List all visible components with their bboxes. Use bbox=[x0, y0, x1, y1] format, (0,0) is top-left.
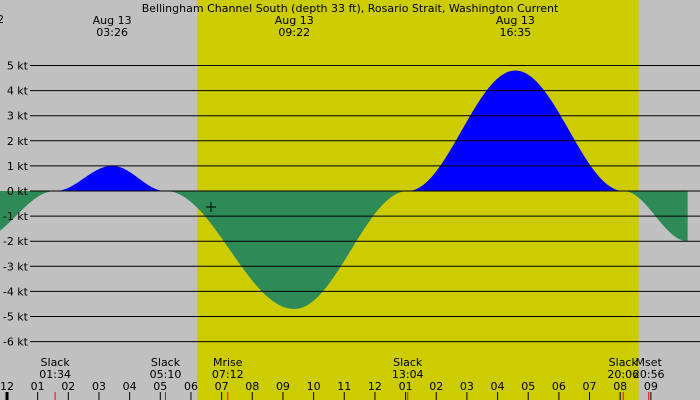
x-tick-label: 10 bbox=[307, 380, 321, 393]
x-tick-label: 08 bbox=[245, 380, 259, 393]
x-tick-label: 12 bbox=[368, 380, 382, 393]
event-name-label: Mset bbox=[636, 356, 663, 369]
peak-date-label: Aug 13 bbox=[496, 14, 535, 27]
x-tick-label: 08 bbox=[613, 380, 627, 393]
x-tick-label: 05 bbox=[153, 380, 167, 393]
y-tick-label: -2 kt bbox=[3, 235, 29, 248]
event-name-label: Slack bbox=[609, 356, 639, 369]
y-tick-label: -4 kt bbox=[3, 285, 29, 298]
y-tick-label: 3 kt bbox=[7, 110, 29, 123]
event-name-label: Mrise bbox=[213, 356, 243, 369]
event-name-label: Slack bbox=[41, 356, 71, 369]
chart-title: Bellingham Channel South (depth 33 ft), … bbox=[142, 2, 559, 15]
flood-area-3 bbox=[407, 70, 624, 191]
y-tick-labels: 5 kt 4 kt 3 kt 2 kt 1 kt 0 kt -1 kt -2 kt -3 kt -… bbox=[3, 60, 29, 349]
y-tick-label: -1 kt bbox=[3, 210, 29, 223]
event-time-label: 07:12 bbox=[212, 368, 244, 381]
ebb-area-0 bbox=[0, 191, 56, 231]
current-area-layer bbox=[0, 70, 688, 309]
y-tick-label: 2 kt bbox=[7, 135, 29, 148]
y-tick-label: -6 kt bbox=[3, 336, 29, 349]
event-time-label: 20:56 bbox=[633, 368, 665, 381]
y-tick-label: -3 kt bbox=[3, 260, 29, 273]
event-time-label: 13:04 bbox=[392, 368, 424, 381]
x-tick-label: 03 bbox=[460, 380, 474, 393]
x-tick-label: 02 bbox=[429, 380, 443, 393]
x-tick-label: 09 bbox=[644, 380, 658, 393]
x-tick-label: 04 bbox=[491, 380, 505, 393]
y-tick-label: 1 kt bbox=[7, 160, 29, 173]
crosshair-cursor bbox=[206, 202, 216, 212]
peak-date-label: Aug 13 bbox=[275, 14, 314, 27]
x-tick-label: 07 bbox=[583, 380, 597, 393]
x-tick-label: 01 bbox=[31, 380, 45, 393]
y-tick-label: 4 kt bbox=[7, 85, 29, 98]
x-tick-label: 02 bbox=[61, 380, 75, 393]
event-labels: Slack01:34Slack05:10Mrise07:12Slack13:04… bbox=[39, 356, 665, 400]
y-tick-label: 0 kt bbox=[7, 185, 29, 198]
event-time-label: 05:10 bbox=[150, 368, 182, 381]
ebb-area-2 bbox=[165, 191, 408, 309]
event-time-label: 20:06 bbox=[607, 368, 639, 381]
peak-time-label: 03:26 bbox=[96, 26, 128, 39]
y-tick-label: 5 kt bbox=[7, 60, 29, 73]
flood-area-1 bbox=[55, 165, 166, 191]
left-edge-label: 2 bbox=[0, 13, 4, 26]
x-tick-label: 12 bbox=[0, 380, 14, 393]
x-tick-label: 11 bbox=[337, 380, 351, 393]
y-tick-label: -5 kt bbox=[3, 311, 29, 324]
x-tick-label: 07 bbox=[215, 380, 229, 393]
event-time-label: 01:34 bbox=[39, 368, 71, 381]
x-tick-label: 05 bbox=[521, 380, 535, 393]
x-tick-label: 01 bbox=[399, 380, 413, 393]
peak-time-label: 09:22 bbox=[278, 26, 310, 39]
peak-date-label: Aug 13 bbox=[93, 14, 132, 27]
event-name-label: Slack bbox=[393, 356, 423, 369]
x-tick-label: 06 bbox=[184, 380, 198, 393]
x-tick-label: 03 bbox=[92, 380, 106, 393]
event-name-label: Slack bbox=[151, 356, 181, 369]
gridlines bbox=[30, 65, 700, 343]
x-tick-label: 04 bbox=[123, 380, 137, 393]
x-tick-label: 09 bbox=[276, 380, 290, 393]
x-tick-labels: 1112010203040506070809101112010203040506… bbox=[0, 380, 658, 400]
x-tick-label: 06 bbox=[552, 380, 566, 393]
ebb-area-4 bbox=[623, 191, 688, 242]
peak-time-label: 16:35 bbox=[499, 26, 531, 39]
